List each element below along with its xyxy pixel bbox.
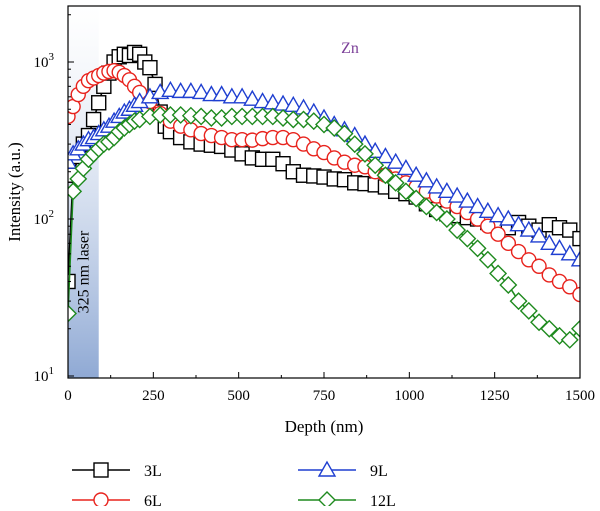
data-point-6L [500,235,517,252]
data-point-9L [212,85,231,102]
x-axis-title: Depth (nm) [285,417,364,436]
x-tick-label: 250 [142,388,165,404]
x-tick-label: 1250 [480,388,510,404]
series-12L [68,105,580,349]
data-point-9L [560,244,579,261]
data-point-6L [562,279,578,295]
axis-layer: 0 250 500 750 1000 1250 1500 101 102 103 [34,14,595,404]
data-point-12L [499,275,518,294]
data-point-9L [509,215,528,232]
x-tick-label: 750 [313,388,336,404]
data-point-9L [529,226,549,243]
y-axis-title: Intensity (a.u.) [5,142,24,242]
data-point-3L [91,95,107,111]
data-point-12L [560,330,579,349]
data-point-9L [540,233,559,251]
data-point-9L [427,177,446,194]
y-tick-label: 101 [34,365,55,385]
data-point-9L [550,238,569,256]
data-point-12L [396,182,415,201]
x-tick-label: 1000 [394,388,424,404]
data-point-12L [345,135,364,154]
legend-label-3L: 3L [144,463,162,480]
data-point-12L [68,304,77,323]
data-point-9L [417,171,436,188]
data-point-9L [161,80,180,98]
data-point-12L [571,319,580,338]
data-point-9L [519,220,539,237]
data-point-12L [458,229,477,248]
data-point-9L [478,201,498,218]
element-label: Zn [341,40,359,57]
data-point-6L [480,218,496,234]
data-point-12L [386,173,405,192]
data-point-9L [570,250,580,267]
data-point-12L [355,144,374,163]
series-6L [68,63,580,303]
x-tick-label: 1500 [565,388,595,404]
data-point-9L [376,147,395,164]
data-point-12L [540,319,559,338]
laser-band-label: 325 nm laser [75,230,92,313]
series-layer [68,44,580,349]
x-tick-label: 500 [227,388,250,404]
legend: 3L 6L 9L 12L [72,460,396,510]
data-point-9L [406,165,426,182]
data-point-9L [488,206,508,223]
data-point-12L [478,250,497,269]
data-point-6L [531,258,547,274]
data-point-9L [447,186,467,203]
legend-label-9L: 9L [370,463,388,480]
data-point-6L [490,226,506,242]
data-point-12L [489,264,508,283]
data-point-12L [437,210,456,228]
legend-marker-6L [93,492,109,508]
legend-marker-9L [317,460,337,477]
series-9L [68,80,580,267]
data-point-3L [142,59,158,76]
data-point-9L [232,87,252,104]
data-point-9L [181,81,201,99]
data-point-12L [366,156,385,175]
data-point-12L [68,182,83,201]
data-point-12L [376,166,395,185]
data-point-9L [396,159,416,176]
data-point-9L [191,83,211,100]
y-tick-label: 102 [34,208,55,228]
data-point-3L [68,273,76,290]
y-tick-label: 103 [34,51,55,71]
data-point-9L [458,191,477,208]
data-point-12L [519,301,538,320]
data-point-9L [499,209,518,226]
data-point-9L [386,152,405,169]
data-point-3L [572,230,580,247]
data-point-12L [448,221,467,240]
data-point-9L [468,197,487,214]
legend-marker-3L [93,462,109,478]
data-point-9L [243,89,262,106]
legend-marker-12L [318,491,336,509]
data-point-12L [407,189,426,208]
data-point-6L [572,286,580,303]
legend-label-6L: 6L [144,493,162,506]
data-point-9L [437,181,457,199]
data-point-12L [335,124,354,143]
data-point-6L [510,243,527,260]
legend-label-12L: 12L [370,493,396,506]
data-point-3L [85,111,102,128]
data-point-12L [468,239,487,258]
x-tick-label: 0 [64,388,72,404]
data-point-12L [509,292,528,311]
